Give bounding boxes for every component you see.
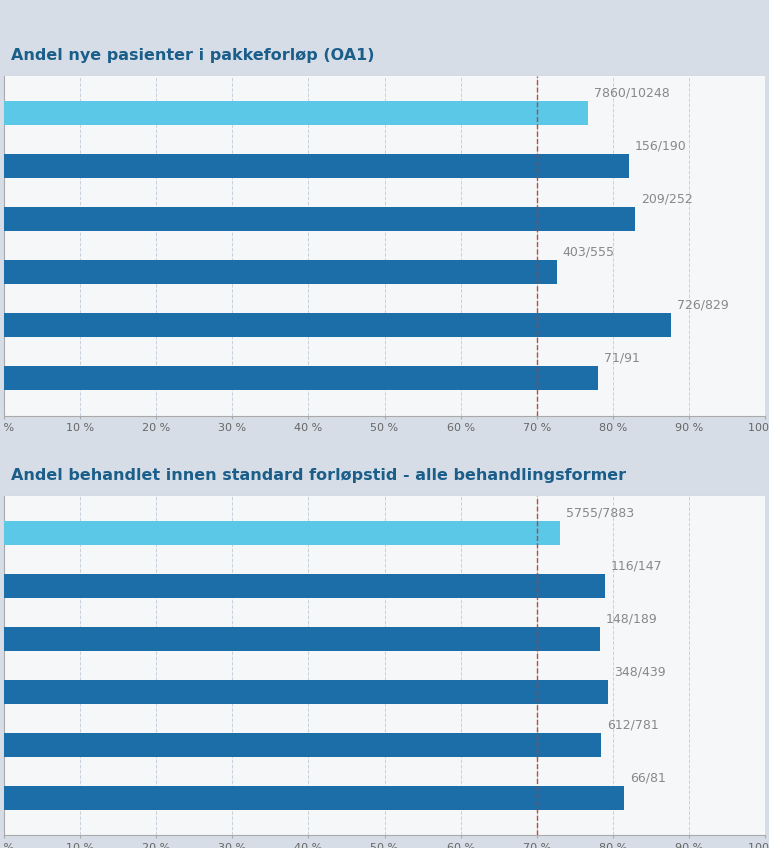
Text: 726/829: 726/829 <box>677 298 728 312</box>
Bar <box>4 154 629 178</box>
Text: 348/439: 348/439 <box>614 666 665 678</box>
Text: 403/555: 403/555 <box>563 246 614 259</box>
Bar <box>4 628 600 651</box>
Text: 209/252: 209/252 <box>641 192 693 206</box>
Text: Andel nye pasienter i pakkeforløp (OA1): Andel nye pasienter i pakkeforløp (OA1) <box>12 47 375 63</box>
Bar <box>4 574 604 598</box>
Text: 116/147: 116/147 <box>611 560 662 572</box>
Bar <box>4 260 557 284</box>
Bar <box>4 522 560 545</box>
Text: 5755/7883: 5755/7883 <box>566 506 634 520</box>
Bar <box>4 734 601 757</box>
Text: 148/189: 148/189 <box>606 612 657 626</box>
Text: 71/91: 71/91 <box>604 352 640 365</box>
Text: 66/81: 66/81 <box>631 772 666 784</box>
Text: Andel behandlet innen standard forløpstid - alle behandlingsformer: Andel behandlet innen standard forløpsti… <box>12 467 627 483</box>
Bar <box>4 208 635 232</box>
Bar <box>4 366 598 390</box>
Bar <box>4 102 588 126</box>
Bar <box>4 314 671 338</box>
Bar <box>4 786 624 810</box>
Text: 612/781: 612/781 <box>607 718 658 732</box>
Text: 7860/10248: 7860/10248 <box>594 86 670 100</box>
Bar <box>4 680 608 704</box>
Text: 156/190: 156/190 <box>635 140 687 153</box>
